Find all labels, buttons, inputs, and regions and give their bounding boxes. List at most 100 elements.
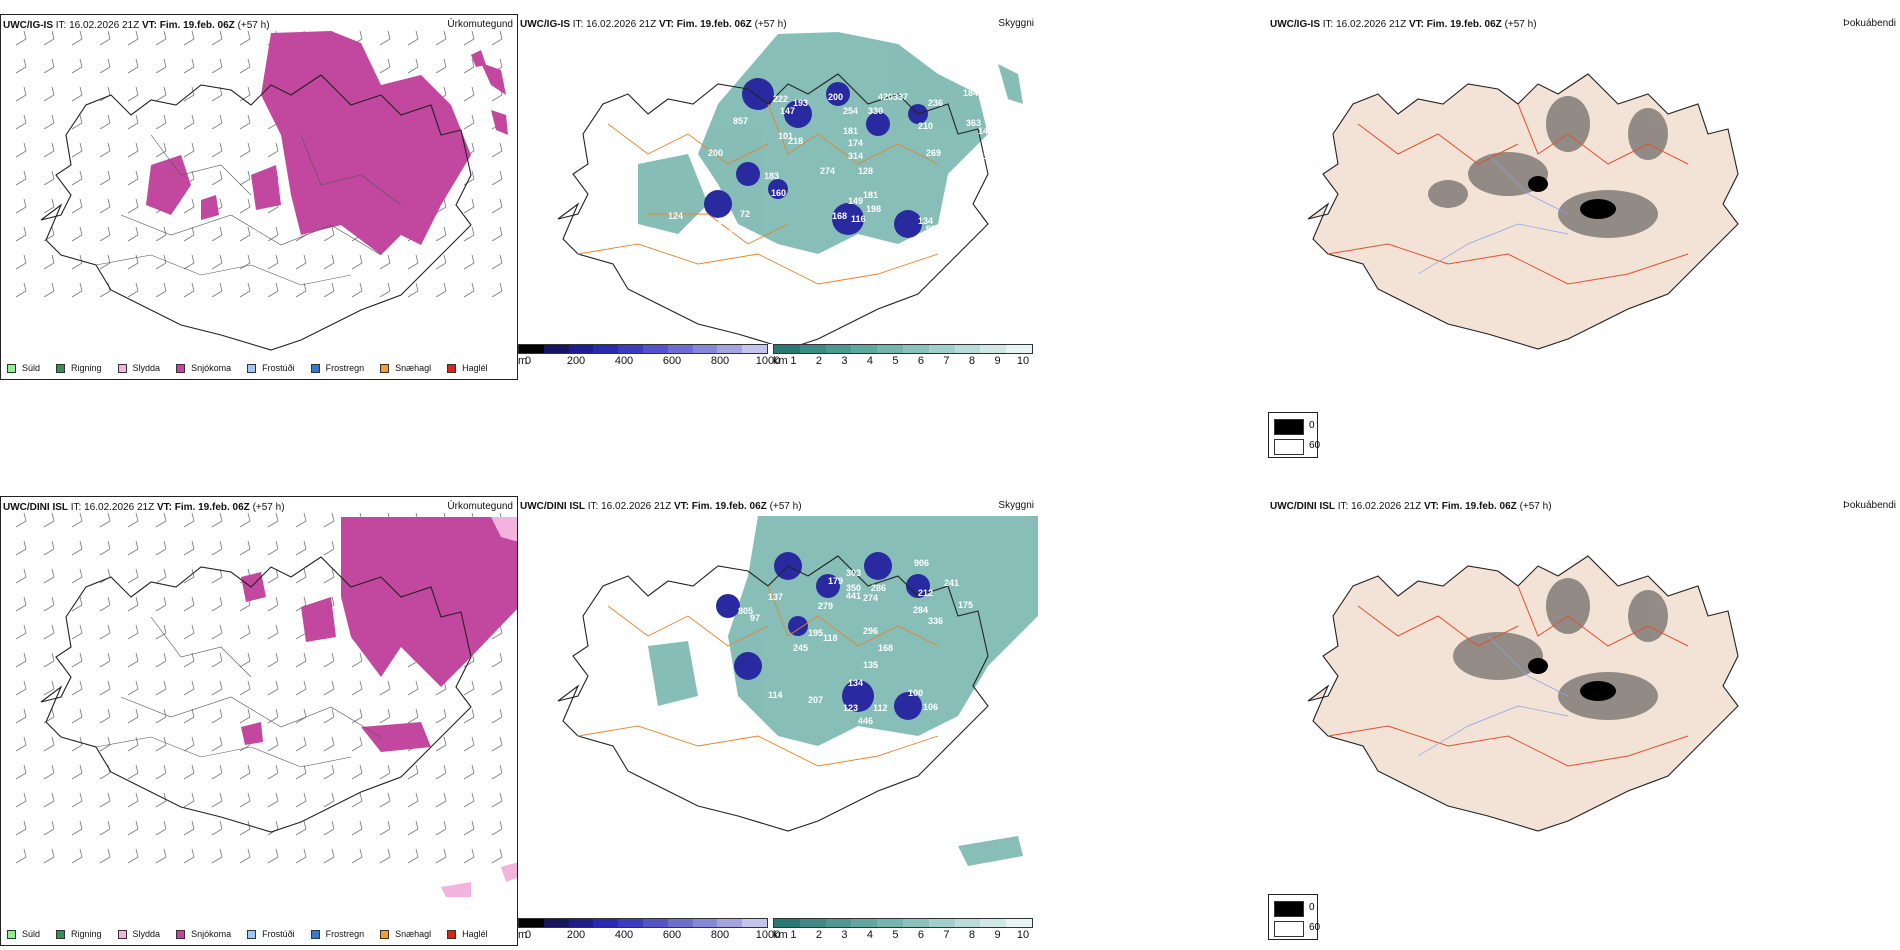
scale-tick: 0 — [524, 929, 532, 941]
wind-barb — [15, 792, 27, 808]
cloud-base-label: 207 — [808, 695, 823, 705]
wind-barb — [155, 114, 167, 130]
wind-barb — [239, 198, 251, 214]
wind-barb — [99, 254, 111, 270]
precip-legend-row2: Súld Rigning Slydda Snjókoma Frostúði Frostre… — [7, 929, 504, 939]
wind-barb — [267, 820, 279, 836]
cloud-base-label: 241 — [944, 578, 959, 588]
wind-barb — [379, 30, 391, 46]
roads-rivers — [95, 616, 382, 768]
wind-barb — [127, 114, 139, 130]
scale-m-row1: m 0 200 400 600 800 1000 — [518, 344, 780, 368]
wind-barb — [99, 820, 111, 836]
cloud-base-label: 134 — [918, 216, 933, 226]
cloud-base-label: 441 — [846, 591, 861, 601]
wind-barb — [351, 792, 363, 808]
wind-barb — [183, 596, 195, 612]
scale-tick: 0 — [524, 355, 532, 367]
wind-barb — [491, 282, 503, 298]
wind-barb — [43, 596, 55, 612]
legend-label: Rigning — [71, 929, 102, 939]
wind-barb — [43, 114, 55, 130]
wind-barb — [43, 624, 55, 640]
cloud-base-label: 135 — [863, 660, 878, 670]
wind-barb — [127, 170, 139, 186]
wind-barb — [211, 170, 223, 186]
legend-item: Snjókoma — [176, 363, 231, 373]
wind-barb — [323, 792, 335, 808]
legend-swatch — [7, 363, 16, 373]
wind-barb — [183, 680, 195, 696]
wind-barb — [211, 282, 223, 298]
legend-item: Snæhagl — [380, 929, 431, 939]
wind-barb — [183, 540, 195, 556]
scale-segment — [954, 919, 981, 927]
wind-barb — [43, 142, 55, 158]
wind-barb — [15, 30, 27, 46]
wind-barb — [379, 764, 391, 780]
cloud-base-label: 175 — [958, 600, 973, 610]
cloud-panel-row1: 857 200 222 147 193 200 254 420 337 330 236 184 181 1… — [518, 14, 1038, 380]
header-row2-fog: UWC/DINI ISL IT: 16.02.2026 21Z VT: Fim.… — [1270, 501, 1552, 512]
wind-barb — [463, 198, 475, 214]
header-row1-fog: UWC/IG-IS IT: 16.02.2026 21Z VT: Fim. 19… — [1270, 19, 1537, 30]
scale-tick: 2 — [815, 355, 822, 367]
wind-barb — [211, 86, 223, 102]
wind-barb — [295, 254, 307, 270]
wind-barb — [267, 226, 279, 242]
wind-barb — [127, 792, 139, 808]
legend-item: Rigning — [56, 929, 102, 939]
cloud-base-label: 116 — [851, 214, 866, 224]
wind-barb — [183, 142, 195, 158]
wind-barb — [463, 708, 475, 724]
wind-barb — [323, 226, 335, 242]
wind-barb — [463, 254, 475, 270]
legend-label: Rigning — [71, 363, 102, 373]
wind-barb — [295, 792, 307, 808]
wind-barb — [435, 254, 447, 270]
cloud-base-label: 94 — [700, 690, 710, 700]
fog-swatch — [1274, 901, 1304, 917]
legend-swatch — [310, 363, 320, 373]
wind-barb — [15, 58, 27, 74]
wind-barb — [267, 624, 279, 640]
wind-barb — [295, 512, 307, 528]
cloud-base-label: 279 — [818, 601, 833, 611]
legend-swatch — [310, 929, 320, 939]
legend-swatch — [176, 929, 186, 939]
cloud-base-label: 174 — [848, 138, 863, 148]
cloud-base-label: 168 — [878, 643, 893, 653]
legend-label: Frostregn — [325, 929, 365, 939]
wind-barb — [435, 764, 447, 780]
wind-barb — [407, 708, 419, 724]
cloud-base-label: 420 — [878, 92, 893, 102]
wind-barb — [127, 282, 139, 298]
scale-km-row1: km 1 2 3 4 5 6 7 8 9 10 — [773, 344, 1033, 368]
wind-barb — [155, 142, 167, 158]
wind-barb — [15, 652, 27, 668]
scale-segment — [980, 345, 1007, 353]
scale-km-row2: km 1 2 3 4 5 6 7 8 9 10 — [773, 918, 1033, 942]
wind-barb — [267, 708, 279, 724]
scale-tick: 9 — [994, 355, 1001, 367]
legend-label: Súld — [22, 363, 41, 373]
cloud-base-label: 101 — [778, 131, 793, 141]
wind-barb — [183, 736, 195, 752]
cloud-base-label: 181 — [843, 126, 858, 136]
cloud-base-label: 193 — [793, 98, 808, 108]
wind-barb — [183, 792, 195, 808]
cloud-base-label: 118 — [823, 633, 838, 643]
legend-label: Slydda — [132, 363, 161, 373]
wind-barb — [99, 624, 111, 640]
cloud-base-label: 181 — [863, 190, 878, 200]
legend-item: Haglél — [447, 929, 488, 939]
scale-tick: 4 — [866, 355, 873, 367]
legend-swatch — [247, 929, 257, 939]
wind-barb — [211, 540, 223, 556]
scale-segment — [902, 345, 929, 353]
roads-rivers — [95, 134, 402, 286]
wind-barb — [239, 708, 251, 724]
wind-barb — [43, 170, 55, 186]
